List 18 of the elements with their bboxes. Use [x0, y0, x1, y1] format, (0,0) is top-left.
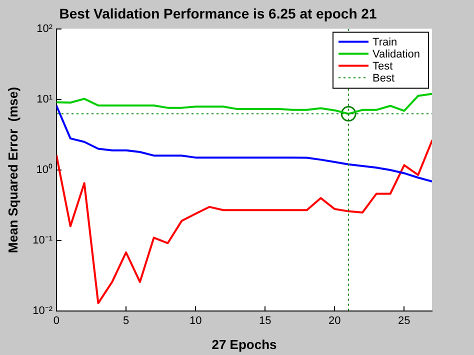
legend-label: Validation: [372, 48, 420, 60]
x-tick-label: 15: [258, 314, 272, 327]
y-tick-label: 10⁻¹: [32, 234, 53, 247]
y-axis-title: Mean Squared Error (mse): [5, 86, 20, 254]
x-axis-title: 27 Epochs: [212, 336, 277, 352]
y-tick-label: 10⁻²: [32, 305, 53, 318]
y-tick-label: 10²: [36, 22, 53, 35]
x-tick-label: 0: [53, 314, 60, 327]
legend-label: Test: [372, 60, 393, 72]
x-tick-label: 10: [189, 314, 202, 327]
x-tick-label: 25: [398, 314, 410, 327]
x-tick-label: 5: [122, 314, 130, 327]
y-tick-label: 10⁰: [36, 163, 52, 176]
legend-label: Train: [372, 36, 398, 48]
ref-line-label: Best: [372, 72, 395, 84]
x-tick-label: 20: [328, 314, 341, 327]
chart-title: Best Validation Performance is 6.25 at epoch 21: [59, 5, 377, 22]
y-tick-label: 10¹: [36, 93, 53, 106]
